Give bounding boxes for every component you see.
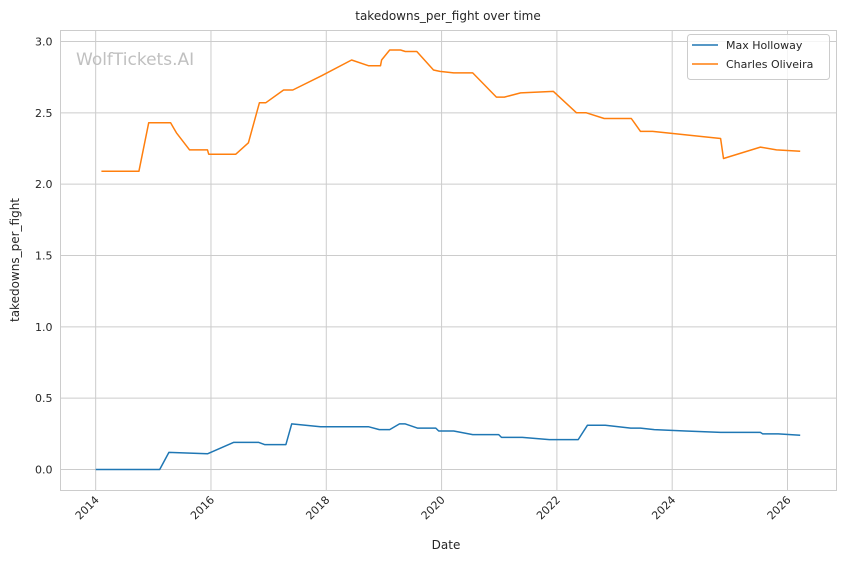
- x-tick-label: 2026: [765, 493, 794, 522]
- legend-label-charles-oliveira: Charles Oliveira: [726, 58, 813, 71]
- x-tick-label: 2016: [188, 493, 217, 522]
- tick-labels: 2014 2016 2018 2020 2022 2024 2026 0.0 0.5 1.0 1.5…: [35, 35, 794, 522]
- y-tick-label: 1.0: [35, 321, 53, 334]
- series-line-max-holloway: [95, 423, 801, 471]
- y-axis-label: takedowns_per_fight: [8, 198, 22, 322]
- plot-area-border: [60, 30, 837, 491]
- x-tick-label: 2014: [73, 493, 102, 522]
- x-tick-label: 2024: [649, 493, 678, 522]
- y-tick-label: 0.5: [35, 392, 53, 405]
- series-line-charles-oliveira: [101, 49, 801, 173]
- y-tick-label: 2.5: [35, 107, 53, 120]
- y-tick-label: 3.0: [35, 35, 53, 48]
- x-tick-label: 2018: [303, 493, 332, 522]
- series-lines: [95, 49, 801, 471]
- y-tick-label: 0.0: [35, 464, 53, 477]
- watermark: WolfTickets.AI: [76, 50, 194, 70]
- grid: [60, 30, 837, 491]
- legend-box: [687, 34, 830, 80]
- x-tick-label: 2020: [419, 493, 448, 522]
- y-tick-label: 2.0: [35, 178, 53, 191]
- chart-title: takedowns_per_fight over time: [355, 9, 541, 23]
- legend-label-max-holloway: Max Holloway: [726, 39, 803, 52]
- legend: Max Holloway Charles Oliveira: [687, 34, 830, 80]
- x-axis-label: Date: [432, 538, 461, 552]
- y-tick-label: 1.5: [35, 250, 53, 263]
- x-tick-label: 2022: [534, 493, 563, 522]
